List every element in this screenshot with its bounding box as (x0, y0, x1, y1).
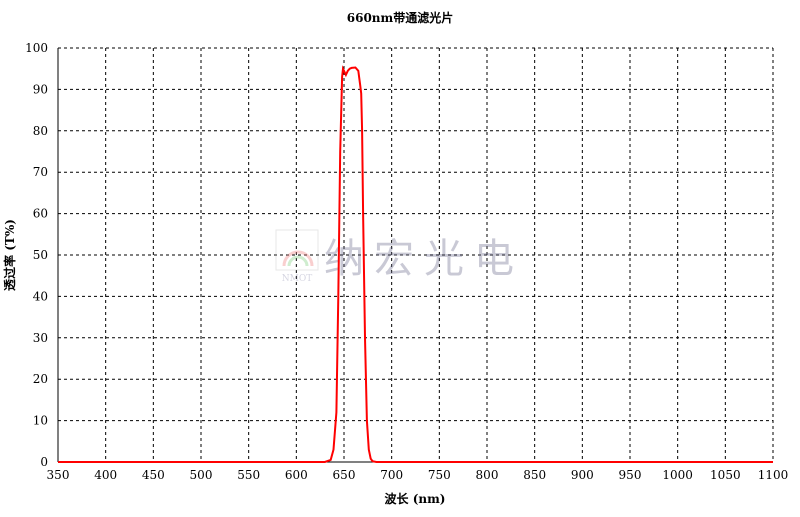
x-tick-label: 400 (94, 468, 117, 482)
x-tick-label: 700 (380, 468, 403, 482)
y-tick-label: 20 (33, 372, 48, 386)
x-tick-label: 850 (523, 468, 546, 482)
x-tick-label: 1100 (758, 468, 789, 482)
watermark-text: 纳宏光电 (324, 236, 524, 282)
y-tick-label: 90 (33, 82, 48, 96)
x-tick-label: 1050 (710, 468, 741, 482)
x-tick-label: 450 (142, 468, 165, 482)
x-tick-label: 500 (190, 468, 213, 482)
watermark: NMOT 纳宏光电 (275, 229, 524, 284)
y-tick-label: 80 (33, 124, 48, 138)
x-tick-label: 1000 (662, 468, 693, 482)
series-line (58, 65, 773, 463)
x-tick-label: 750 (428, 468, 451, 482)
x-tick-label: 350 (47, 468, 70, 482)
x-tick-label: 650 (333, 468, 356, 482)
y-tick-label: 30 (33, 331, 48, 345)
watermark-logo: NMOT (275, 229, 319, 284)
y-tick-label: 60 (33, 207, 48, 221)
y-tick-label: 40 (33, 289, 48, 303)
chart-title: 660nm带通滤光片 (347, 10, 453, 25)
x-axis-label: 波长 (nm) (385, 491, 446, 506)
svg-text:NMOT: NMOT (282, 274, 312, 284)
y-tick-label: 0 (40, 455, 48, 469)
y-tick-label: 70 (33, 165, 48, 179)
x-tick-label: 600 (285, 468, 308, 482)
y-axis-label: 透过率 (T%) (2, 219, 17, 291)
x-tick-label: 950 (619, 468, 642, 482)
x-tick-label: 800 (476, 468, 499, 482)
y-tick-label: 10 (33, 414, 48, 428)
x-tick-label: 550 (237, 468, 260, 482)
y-tick-label: 50 (33, 248, 48, 262)
y-tick-label: 100 (25, 41, 48, 55)
x-tick-label: 900 (571, 468, 594, 482)
